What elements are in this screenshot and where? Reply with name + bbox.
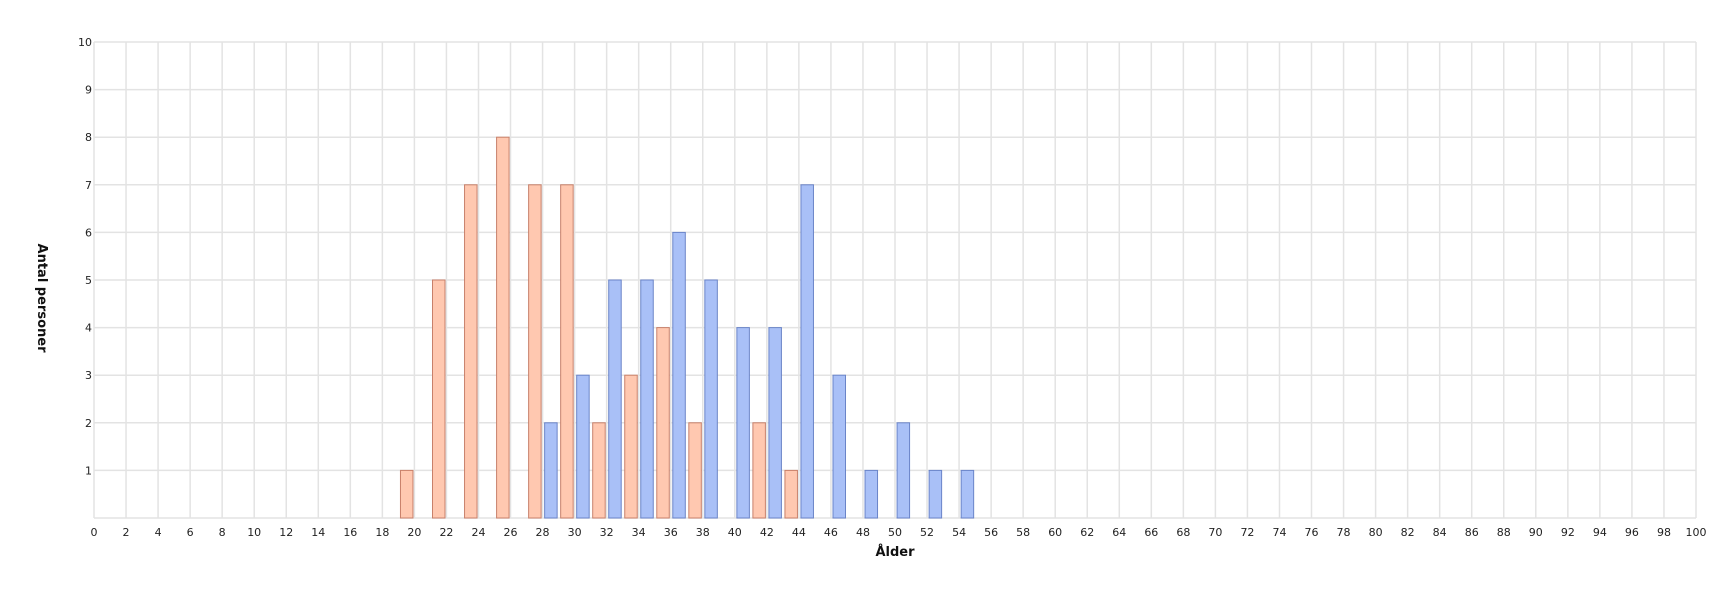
x-tick-label: 86 (1465, 526, 1479, 539)
x-tick-label: 20 (407, 526, 421, 539)
x-tick-label: 80 (1369, 526, 1383, 539)
bar-series-2 (800, 184, 814, 519)
x-tick-label: 22 (439, 526, 453, 539)
x-tick-label: 68 (1176, 526, 1190, 539)
x-tick-label: 58 (1016, 526, 1030, 539)
x-tick-label: 78 (1337, 526, 1351, 539)
bar-series-1 (560, 184, 574, 519)
x-tick-label: 32 (600, 526, 614, 539)
bar-series-2 (928, 469, 943, 519)
y-tick-label: 8 (85, 131, 92, 144)
x-tick-label: 50 (888, 526, 902, 539)
bar-series-2 (832, 374, 846, 519)
x-tick-label: 82 (1401, 526, 1415, 539)
x-tick-label: 56 (984, 526, 998, 539)
x-tick-label: 16 (343, 526, 357, 539)
bar-series-2 (544, 422, 558, 519)
x-tick-label: 64 (1112, 526, 1126, 539)
bar-series-1 (464, 184, 478, 519)
x-tick-label: 36 (664, 526, 678, 539)
x-tick-label: 40 (728, 526, 742, 539)
x-tick-label: 66 (1144, 526, 1158, 539)
x-tick-label: 42 (760, 526, 774, 539)
y-tick-label: 4 (85, 322, 92, 335)
bar-series-2 (864, 469, 879, 519)
chart-bars (399, 136, 975, 519)
bar-series-1 (432, 279, 446, 519)
bar-series-2 (608, 279, 622, 519)
y-tick-label: 10 (78, 36, 92, 49)
x-tick-label: 94 (1593, 526, 1607, 539)
x-tick-label: 92 (1561, 526, 1575, 539)
x-tick-label: 60 (1048, 526, 1062, 539)
x-tick-label: 88 (1497, 526, 1511, 539)
x-tick-label: 26 (504, 526, 518, 539)
x-tick-label: 48 (856, 526, 870, 539)
x-tick-label: 38 (696, 526, 710, 539)
x-axis-title: Ålder (875, 544, 915, 560)
x-tick-label: 24 (471, 526, 485, 539)
x-tick-label: 14 (311, 526, 325, 539)
bar-series-1 (656, 327, 670, 519)
bar-series-2 (672, 231, 686, 519)
x-tick-label: 74 (1272, 526, 1286, 539)
x-tick-label: 8 (219, 526, 226, 539)
x-tick-label: 18 (375, 526, 389, 539)
x-tick-label: 30 (568, 526, 582, 539)
x-tick-label: 52 (920, 526, 934, 539)
bar-series-1 (784, 469, 798, 519)
x-tick-label: 0 (91, 526, 98, 539)
x-tick-label: 44 (792, 526, 806, 539)
y-tick-label: 1 (85, 464, 92, 477)
x-tick-label: 84 (1433, 526, 1447, 539)
y-tick-label: 5 (85, 274, 92, 287)
chart-grid (93, 41, 1697, 519)
x-tick-label: 72 (1240, 526, 1254, 539)
x-tick-label: 46 (824, 526, 838, 539)
y-axis-ticks: 1 2 3 4 5 6 7 8 9 10 (78, 36, 92, 477)
y-tick-label: 2 (85, 417, 92, 430)
x-tick-label: 12 (279, 526, 293, 539)
x-tick-label: 70 (1208, 526, 1222, 539)
bar-series-2 (896, 422, 911, 519)
y-tick-label: 3 (85, 369, 92, 382)
bar-series-2 (736, 327, 750, 519)
x-tick-label: 62 (1080, 526, 1094, 539)
x-tick-label: 96 (1625, 526, 1639, 539)
bar-series-2 (768, 327, 782, 519)
bar-series-1 (752, 422, 766, 519)
bar-series-2 (960, 469, 975, 519)
y-tick-label: 9 (85, 84, 92, 97)
x-axis-ticks: 0 2 4 6 8 10 12 14 16 18 20 22 24 26 28 30 32 34 36 38 40 42 4… (91, 526, 1707, 539)
x-tick-label: 90 (1529, 526, 1543, 539)
x-tick-label: 34 (632, 526, 646, 539)
bar-series-2 (576, 374, 590, 519)
x-tick-label: 98 (1657, 526, 1671, 539)
x-tick-label: 28 (536, 526, 550, 539)
x-tick-label: 6 (187, 526, 194, 539)
bar-series-1 (624, 374, 638, 519)
bar-series-1 (592, 422, 606, 519)
x-tick-label: 100 (1686, 526, 1707, 539)
x-tick-label: 76 (1305, 526, 1319, 539)
x-tick-label: 2 (123, 526, 130, 539)
bar-series-2 (640, 279, 654, 519)
x-tick-label: 4 (155, 526, 162, 539)
bar-series-1 (496, 136, 510, 519)
bar-series-1 (528, 184, 542, 519)
bar-series-1 (399, 469, 414, 519)
y-axis-title: Antal personer (34, 244, 49, 354)
bar-series-2 (704, 279, 718, 519)
y-tick-label: 7 (85, 179, 92, 192)
x-tick-label: 10 (247, 526, 261, 539)
x-tick-label: 54 (952, 526, 966, 539)
bar-series-1 (688, 422, 702, 519)
y-tick-label: 6 (85, 226, 92, 239)
